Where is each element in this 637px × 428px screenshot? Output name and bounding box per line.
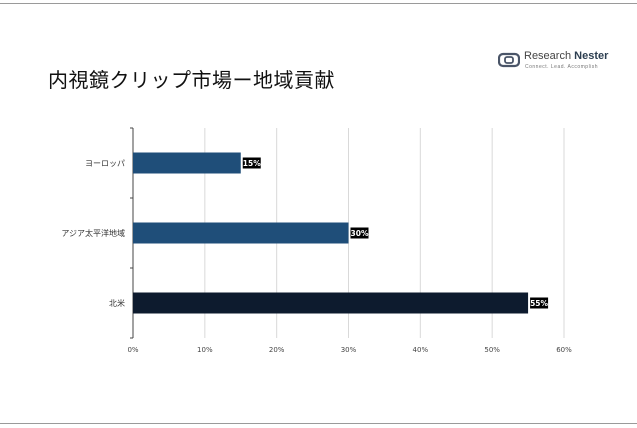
data-label-bg xyxy=(530,297,549,309)
data-label-bg xyxy=(242,157,261,169)
top-divider xyxy=(0,3,637,4)
category-label: ヨーロッパ xyxy=(85,159,125,168)
brand-name: Research Nester xyxy=(524,50,608,62)
x-tick-label: 30% xyxy=(341,346,357,354)
category-label: 北米 xyxy=(109,298,125,308)
data-label-bg xyxy=(350,227,369,239)
data-label: 30% xyxy=(351,229,369,238)
x-tick-label: 20% xyxy=(269,346,285,354)
research-nester-logo-icon xyxy=(498,52,520,68)
brand-name-part2: Nester xyxy=(574,50,609,62)
x-tick-label: 10% xyxy=(197,346,213,354)
brand-logo: Research Nester Connect. Lead. Accomplis… xyxy=(498,50,608,72)
x-tick-label: 0% xyxy=(127,346,138,354)
bar xyxy=(133,292,529,314)
page-title: 内視鏡クリップ市場ー地域貢献 xyxy=(48,68,335,92)
brand-name-part1: Research xyxy=(524,50,575,62)
x-tick-label: 50% xyxy=(484,346,500,354)
brand-tagline: Connect. Lead. Accomplish xyxy=(525,64,599,70)
bottom-divider xyxy=(0,423,637,424)
bar xyxy=(133,222,349,244)
bar xyxy=(133,152,241,174)
category-label: アジア太平洋地域 xyxy=(61,228,125,238)
data-label: 15% xyxy=(243,159,261,168)
data-label: 55% xyxy=(530,299,548,308)
x-tick-label: 40% xyxy=(413,346,429,354)
x-tick-label: 60% xyxy=(556,346,572,354)
